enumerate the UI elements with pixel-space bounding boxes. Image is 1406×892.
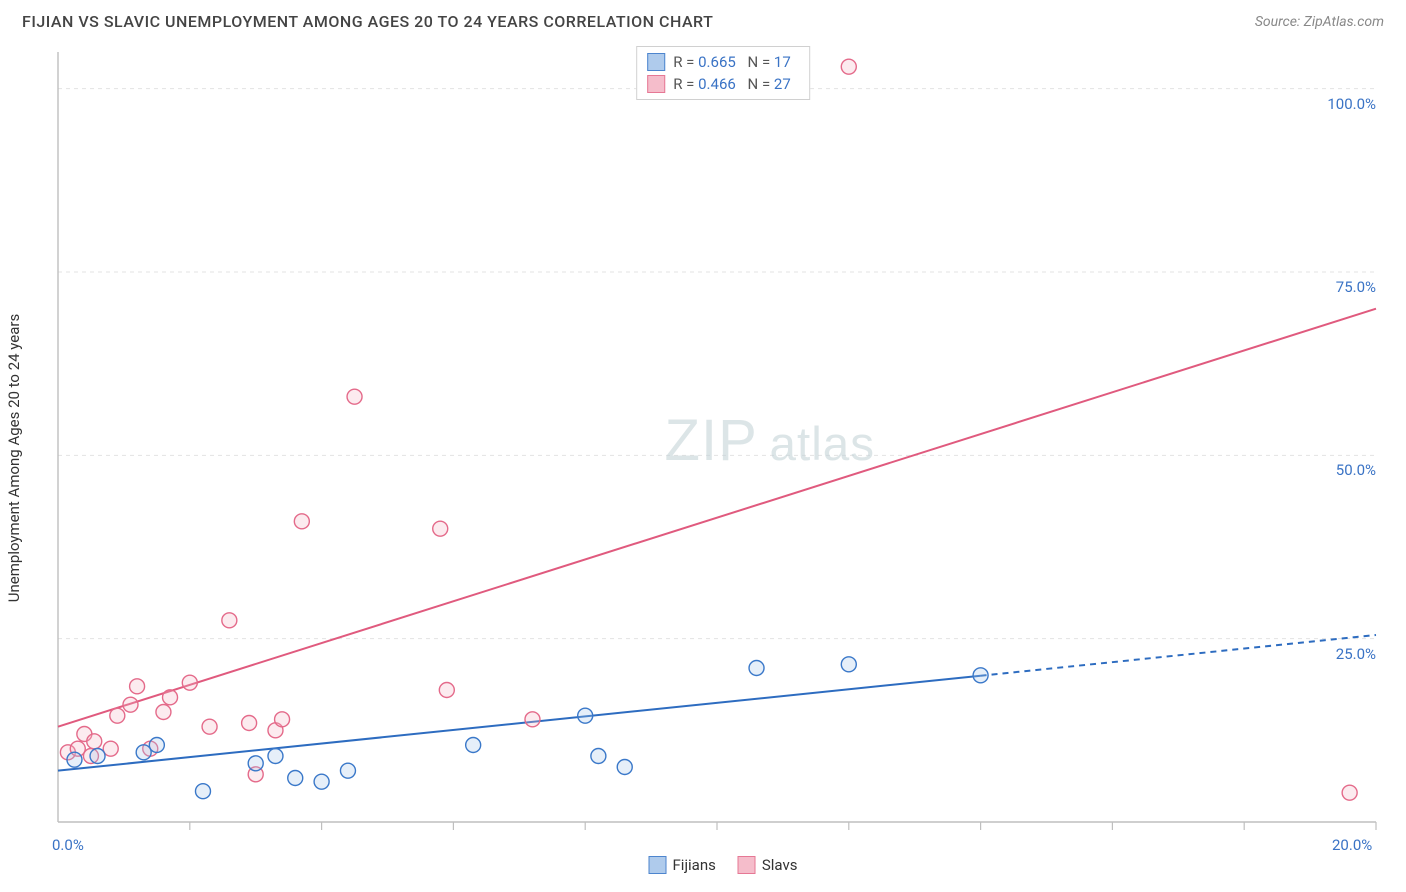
y-axis-label: Unemployment Among Ages 20 to 24 years <box>5 314 23 602</box>
chart-title: FIJIAN VS SLAVIC UNEMPLOYMENT AMONG AGES… <box>22 12 713 31</box>
legend-series-item: Slavs <box>738 856 798 874</box>
legend-stat-row: R = 0.665 N = 17 <box>647 51 799 73</box>
svg-text:atlas: atlas <box>770 418 875 471</box>
chart-header: FIJIAN VS SLAVIC UNEMPLOYMENT AMONG AGES… <box>0 0 1406 37</box>
legend-swatch <box>647 53 665 71</box>
legend-swatch <box>649 856 667 874</box>
y-tick-label: 75.0% <box>1316 278 1376 296</box>
source-attribution: Source: ZipAtlas.com <box>1255 14 1384 30</box>
legend-series-item: Fijians <box>649 856 716 874</box>
legend-stat-text: R = 0.665 N = 17 <box>673 53 799 71</box>
legend-swatch <box>647 75 665 93</box>
legend-series-label: Slavs <box>762 856 798 874</box>
legend-stat-row: R = 0.466 N = 27 <box>647 73 799 95</box>
legend-series-label: Fijians <box>673 856 716 874</box>
legend-swatch <box>738 856 756 874</box>
y-tick-label: 100.0% <box>1316 95 1376 113</box>
legend-series: Fijians Slavs <box>649 856 798 874</box>
x-axis-max-label: 20.0% <box>1332 836 1372 854</box>
scatter-plot: ZIPatlas <box>50 44 1386 844</box>
legend-stat-text: R = 0.466 N = 27 <box>673 75 799 93</box>
chart-area: Unemployment Among Ages 20 to 24 years Z… <box>50 44 1396 872</box>
legend-correlation-box: R = 0.665 N = 17 R = 0.466 N = 27 <box>636 46 810 100</box>
y-tick-label: 50.0% <box>1316 461 1376 479</box>
x-axis-origin-label: 0.0% <box>52 836 84 854</box>
svg-text:ZIP: ZIP <box>665 408 758 473</box>
y-tick-label: 25.0% <box>1316 645 1376 663</box>
